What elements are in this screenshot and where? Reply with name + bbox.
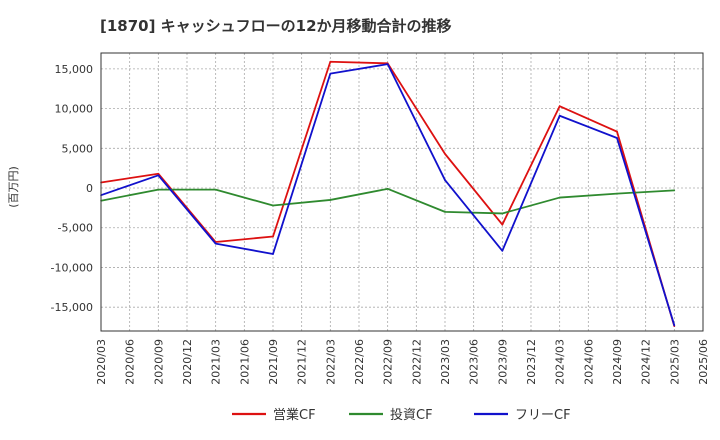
x-tick-label: 2022/09	[382, 339, 395, 385]
data-point	[616, 137, 618, 139]
x-tick-label: 2020/09	[152, 339, 165, 385]
data-point	[558, 196, 561, 199]
x-tick-label: 2020/03	[95, 339, 108, 385]
data-point	[329, 199, 332, 201]
x-tick-label: 2025/03	[668, 339, 681, 385]
plot-area	[101, 53, 703, 331]
legend: 営業CF 投資CF フリーCF	[232, 407, 571, 423]
data-point	[272, 204, 274, 207]
data-point	[501, 212, 504, 215]
legend-label: 営業CF	[273, 407, 316, 423]
data-point	[272, 253, 274, 255]
plot-frame	[100, 52, 704, 332]
x-tick-label: 2024/12	[640, 339, 653, 385]
data-point	[616, 130, 618, 133]
data-point	[214, 242, 217, 245]
y-axis-label: (百万円)	[7, 166, 20, 208]
data-point	[157, 188, 160, 191]
x-tick-label: 2023/09	[496, 339, 509, 385]
data-point	[157, 174, 160, 177]
axes: -15,000 -10,000 -5,000 0 5,000 10,000 15,000 20…	[51, 52, 710, 385]
x-tick-label: 2022/03	[324, 339, 337, 385]
data-point	[558, 114, 561, 117]
data-point	[558, 105, 561, 108]
data-point	[444, 153, 446, 155]
x-tick-label: 2024/03	[554, 339, 567, 385]
data-point	[501, 223, 504, 226]
x-tick-label: 2021/06	[238, 339, 251, 385]
x-tick-label: 2023/12	[525, 339, 538, 385]
x-tick-label: 2021/03	[210, 339, 223, 385]
legend-label: フリーCF	[515, 408, 571, 423]
x-tick-label: 2024/09	[611, 339, 624, 385]
data-point	[214, 188, 217, 191]
y-tick-label: -10,000	[51, 261, 93, 274]
data-point	[501, 249, 504, 252]
x-tick-label: 2022/12	[410, 339, 423, 385]
x-tick-label: 2022/06	[353, 339, 366, 385]
data-point	[444, 211, 446, 213]
x-tick-label: 2021/09	[267, 339, 280, 385]
x-tick-label: 2023/06	[468, 339, 481, 385]
chart-title: [1870] キャッシュフローの12か月移動合計の推移	[100, 17, 452, 35]
data-point	[329, 72, 332, 75]
data-point	[386, 63, 389, 65]
data-point	[444, 179, 446, 181]
data-point	[616, 192, 618, 195]
data-point	[272, 235, 274, 238]
y-tick-label: -15,000	[51, 301, 93, 314]
x-tick-label: 2020/06	[124, 339, 137, 385]
y-tick-label: 0	[86, 182, 93, 195]
y-tick-label: 10,000	[55, 103, 94, 116]
x-tick-label: 2021/12	[296, 339, 309, 385]
legend-label: 投資CF	[390, 407, 433, 423]
data-point	[329, 60, 332, 63]
x-tick-label: 2023/03	[439, 339, 452, 385]
data-point	[673, 189, 676, 192]
y-tick-label: -5,000	[58, 222, 93, 235]
y-tick-label: 5,000	[62, 142, 94, 155]
x-tick-label: 2020/12	[181, 339, 194, 385]
data-point	[157, 172, 160, 175]
y-tick-label: 15,000	[55, 63, 94, 76]
x-tick-label: 2025/06	[697, 339, 710, 385]
series-layer	[100, 60, 676, 328]
data-point	[386, 188, 389, 190]
data-point	[673, 324, 676, 327]
x-tick-label: 2024/06	[582, 339, 595, 385]
